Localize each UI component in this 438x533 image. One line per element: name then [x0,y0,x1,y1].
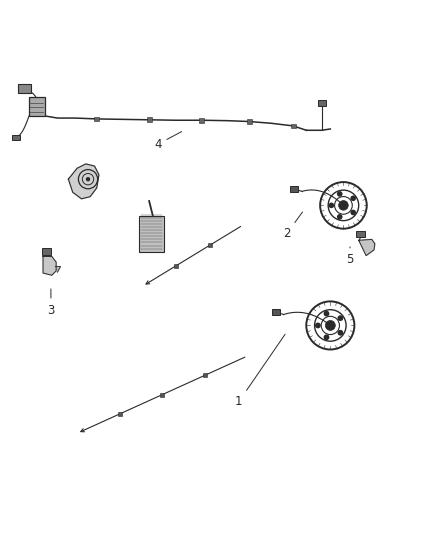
FancyBboxPatch shape [247,119,252,124]
Circle shape [338,330,343,336]
Circle shape [324,311,329,317]
Text: 1: 1 [235,334,285,408]
Circle shape [325,320,336,330]
FancyBboxPatch shape [174,264,178,268]
FancyBboxPatch shape [18,84,31,93]
Text: 3: 3 [47,289,55,317]
FancyBboxPatch shape [12,135,20,140]
Circle shape [337,191,343,197]
Polygon shape [359,239,375,256]
Circle shape [328,203,334,208]
Text: 5: 5 [346,247,353,266]
FancyBboxPatch shape [118,412,122,416]
Circle shape [350,196,356,201]
FancyBboxPatch shape [160,393,164,397]
Text: 4: 4 [154,132,182,151]
FancyBboxPatch shape [42,248,51,255]
Text: 2: 2 [283,212,303,240]
FancyBboxPatch shape [94,117,99,122]
Circle shape [350,209,356,215]
FancyBboxPatch shape [208,244,212,247]
FancyBboxPatch shape [28,97,45,116]
FancyBboxPatch shape [290,186,298,192]
FancyBboxPatch shape [356,231,365,237]
Polygon shape [43,256,56,275]
Circle shape [324,334,329,340]
Circle shape [86,177,90,181]
Polygon shape [55,266,60,272]
Circle shape [339,200,348,210]
Circle shape [338,315,343,321]
Polygon shape [68,164,99,199]
Circle shape [337,214,343,220]
FancyBboxPatch shape [318,100,325,106]
FancyBboxPatch shape [203,373,207,377]
FancyBboxPatch shape [139,216,164,252]
FancyBboxPatch shape [147,117,152,122]
Circle shape [315,322,321,328]
FancyBboxPatch shape [199,118,204,123]
FancyBboxPatch shape [291,124,296,128]
FancyBboxPatch shape [272,309,280,315]
